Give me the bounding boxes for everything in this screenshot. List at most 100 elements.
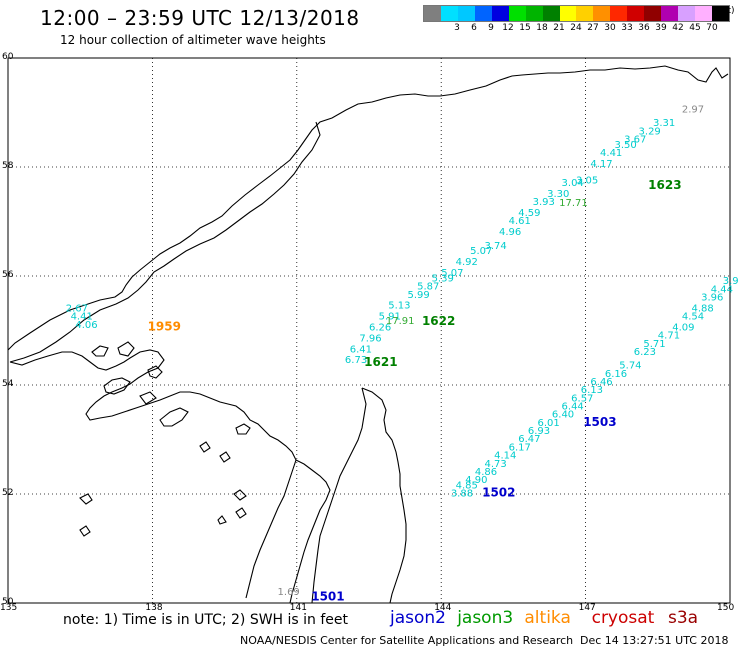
latitude-label: 54 [2,379,14,389]
legend-swatch [576,6,594,21]
wave-height-label: 4.41 [71,312,93,323]
wave-height-label: 4.90 [465,475,487,486]
footer-timestamp: Dec 14 13:27:51 UTC 2018 [580,634,729,647]
pass-marker: 1503 [583,415,616,429]
pass-marker: 1621 [364,355,397,369]
legend-label: 6 [471,23,477,33]
latitude-label: 50 [2,597,14,607]
wave-height-label: 5.07 [441,268,463,279]
wave-height-legend: 3 6 9 12 15 18 21 24 27 30 33 36 39 42 45 70 (ft) [423,5,735,34]
coastline [7,65,729,604]
wave-height-label: 6.13 [581,385,603,396]
wave-height-label: 4.96 [499,227,521,238]
wave-height-label: 6.41 [350,344,372,355]
wave-height-label: 2.97 [682,105,704,116]
legend-label: 30 [604,23,616,33]
legend-swatch [508,6,526,21]
island-7 [219,451,231,463]
legend-label: 18 [536,23,548,33]
longitude-label: 144 [434,603,452,613]
legend-label: 27 [587,23,599,33]
legend-swatch [491,6,509,21]
wave-height-label: 6.93 [528,426,550,437]
wave-height-label: 4.88 [691,303,713,314]
legend-color-bar [423,5,730,22]
legend-label: 70 [706,23,718,33]
wave-height-label: 3.67 [624,134,646,145]
wave-height-label: 6.01 [537,418,559,429]
legend-label: 12 [502,23,514,33]
legend-swatch [678,6,695,21]
latitude-label: 60 [2,52,14,62]
mission-label-cryosat: cryosat [591,608,655,628]
wave-height-label: 4.85 [456,481,478,492]
wave-height-label: 4.86 [475,467,497,478]
page-title: 12:00 – 23:59 UTC 12/13/2018 [40,6,360,30]
pass-marker: 1501 [311,589,344,603]
wave-height-label: 5.91 [379,312,401,323]
pass-marker: 1959 [148,320,181,334]
latitude-label: 56 [2,270,14,280]
longitude-label: 147 [578,603,596,613]
legend-label: 39 [655,23,667,33]
legend-swatch [440,6,458,21]
wave-height-label: 1.69 [278,587,300,598]
pass-marker: 17.91 [386,316,415,327]
wave-height-label: 5.99 [408,290,430,301]
wave-height-label: 6.16 [605,369,627,380]
wave-height-label: 6.40 [552,410,574,421]
wave-height-label: 4.09 [672,323,694,334]
wave-height-label: 6.46 [590,377,612,388]
pass-marker: 1622 [422,314,455,328]
island-2 [117,341,135,357]
coastline-north-2 [9,121,321,363]
longitude-label: 141 [289,603,307,613]
wave-height-label: 3.30 [547,189,569,200]
legend-label: 24 [570,23,582,33]
altimeter-tracks: 2.674.414.066.736.417.966.265.915.135.99… [66,105,739,598]
legend-label: 21 [553,23,565,33]
wave-height-label: 7.96 [359,333,381,344]
legend-swatch [627,6,645,21]
legend-swatch [457,6,475,21]
legend-swatch [593,6,611,21]
wave-height-label: 6.26 [369,323,391,334]
wave-height-label: 3.04 [562,178,584,189]
wave-height-label: 3.29 [639,126,661,137]
pass-marker: 17.71 [559,198,588,209]
island-13 [147,365,163,379]
legend-label: 42 [672,23,684,33]
mission-markers: 1959 1622 1621 1623 1503 1502 1501 17.91 17.71 [148,178,682,603]
coastline-west-bay [9,349,297,599]
mission-label-jason2: jason2 [390,608,446,628]
island-3 [103,377,131,395]
legend-swatch [661,6,679,21]
legend-swatch [525,6,543,21]
wave-height-label: 4.54 [682,312,704,323]
wave-height-label: 6.44 [562,402,584,413]
pass-marker: 1623 [648,178,681,192]
wave-height-label: 4.59 [518,208,540,219]
coastline-north [7,65,729,351]
pass-marker: 1502 [482,486,515,500]
wave-height-label: 3.05 [576,175,598,186]
footer-credit: NOAA/NESDIS Center for Satellite Applica… [240,634,574,647]
legend-label: 33 [621,23,633,33]
longitude-label: 138 [145,603,163,613]
island-14 [139,391,157,405]
legend-label: 3 [454,23,460,33]
coastline-amur [289,459,331,604]
wave-height-label: 3.93 [533,197,555,208]
wave-height-label: 5.13 [388,301,410,312]
wave-height-label: 4.06 [75,320,97,331]
legend-swatch [474,6,492,21]
legend-swatch [542,6,560,21]
wave-height-label: 4.61 [509,216,531,227]
legend-tick-labels: 3 6 9 12 15 18 21 24 27 30 33 36 39 42 45 70 [423,22,730,34]
mission-label-altika: altika [524,608,571,628]
legend-unit: (ft) [721,6,735,16]
island-5 [235,423,251,435]
footer-note: note: 1) Time is in UTC; 2) SWH is in fe… [63,612,349,628]
legend-swatch [559,6,577,21]
latitude-label: 52 [2,488,14,498]
